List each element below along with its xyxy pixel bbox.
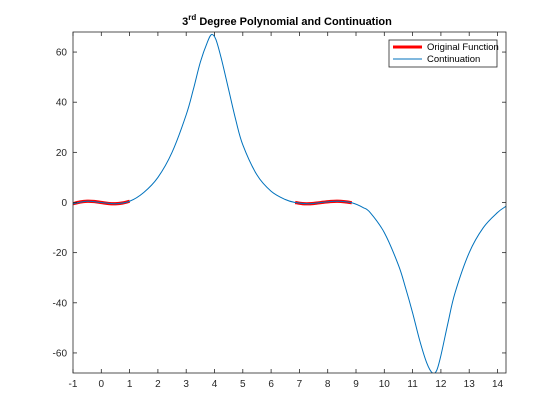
x-tick-label: 11 (407, 379, 418, 390)
x-tick-label: 9 (353, 379, 359, 390)
series-continuation-line (73, 33, 506, 373)
legend-label-continuation: Continuation (427, 54, 480, 65)
y-tick-label: 40 (56, 98, 68, 109)
x-tick-label: 10 (379, 379, 391, 390)
x-tick-label: 12 (435, 379, 447, 390)
x-tick-label: -1 (69, 379, 78, 390)
y-axis: -60 -40 -20 0 20 40 60 (53, 48, 506, 359)
x-tick-label: 6 (268, 379, 274, 390)
legend-label-original-function: Original Function (427, 42, 499, 53)
y-tick-label: -60 (53, 348, 68, 359)
x-tick-label: 2 (155, 379, 161, 390)
x-tick-label: 14 (492, 379, 504, 390)
x-tick-label: 1 (127, 379, 133, 390)
y-tick-label: 0 (61, 198, 67, 209)
y-tick-label: 20 (56, 148, 68, 159)
y-tick-label: -40 (53, 298, 68, 309)
x-tick-label: 7 (297, 379, 303, 390)
x-tick-label: 0 (99, 379, 105, 390)
y-tick-label: -20 (53, 248, 68, 259)
x-tick-label: 13 (464, 379, 476, 390)
x-tick-label: 3 (183, 379, 189, 390)
x-tick-label: 8 (325, 379, 331, 390)
y-tick-label: 60 (56, 48, 68, 59)
axes-box (72, 31, 507, 374)
x-axis: -1 0 1 2 3 4 5 6 7 8 9 10 11 12 13 14 (69, 32, 504, 390)
title-superscript: rd (188, 13, 196, 22)
x-tick-label: 5 (240, 379, 246, 390)
chart-title: 3rd Degree Polynomial and Continuation (182, 13, 392, 28)
legend: Original Function Continuation (388, 39, 499, 68)
title-suffix: Degree Polynomial and Continuation (196, 16, 392, 28)
title-prefix: 3 (182, 16, 188, 28)
series-layer (73, 33, 506, 373)
legend-box (388, 39, 498, 68)
x-tick-label: 4 (212, 379, 218, 390)
